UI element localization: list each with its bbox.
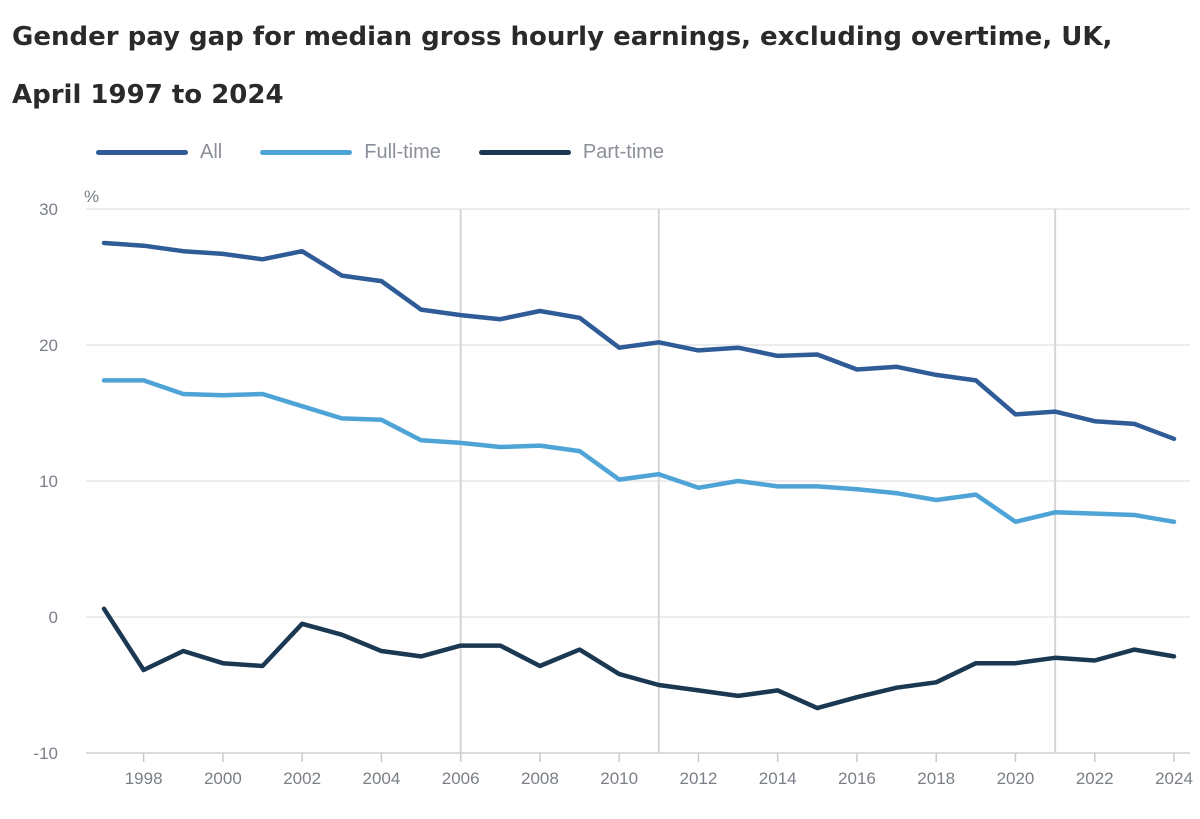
x-tick-label: 2018 [917,769,955,788]
chart-title: Gender pay gap for median gross hourly e… [12,22,1113,110]
x-tick-label: 2014 [759,769,797,788]
axes: -10 0 10 20 30 1998 2000 2002 2004 2006 2008 2010 20… [33,200,1192,788]
y-tick-label: -10 [33,744,58,763]
y-axis-unit-label: % [84,187,99,206]
data-series [101,240,1177,711]
y-tick-label: 0 [49,608,58,627]
x-tick-label: 2002 [283,769,321,788]
legend-item-full-time[interactable]: Full-time [260,141,441,164]
x-tick-label: 2008 [521,769,559,788]
vertical-marker-lines [459,209,1057,753]
legend-item-all[interactable]: All [96,141,222,164]
legend-label-part-time: Part-time [582,140,665,163]
legend-label-all: All [200,140,223,163]
series-line-all[interactable] [101,240,1177,442]
x-tick-label: 2024 [1155,769,1193,788]
x-tick-label: 2020 [997,769,1035,788]
y-tick-label: 10 [39,472,58,491]
legend-swatch-all [96,149,188,155]
x-tick-label: 2010 [600,769,638,788]
x-tick-label: 2012 [680,769,718,788]
x-tick-label: 1998 [125,769,163,788]
legend-item-part-time[interactable]: Part-time [478,140,665,164]
x-tick-label: 2000 [204,769,242,788]
x-tick-label: 2006 [442,769,480,788]
y-tick-label: 30 [39,200,58,219]
chart-legend: All Full-time Part-time [96,136,702,168]
y-tick-label: 20 [39,336,58,355]
x-tick-label: 2022 [1076,769,1114,788]
x-tick-label: 2016 [838,769,876,788]
legend-label-full-time: Full-time [364,140,441,163]
legend-swatch-part-time [478,149,571,155]
x-tick-label: 2004 [362,769,400,788]
series-line-part-time[interactable] [101,606,1177,711]
legend-swatch-full-time [260,149,353,155]
series-line-full-time[interactable] [101,378,1177,525]
